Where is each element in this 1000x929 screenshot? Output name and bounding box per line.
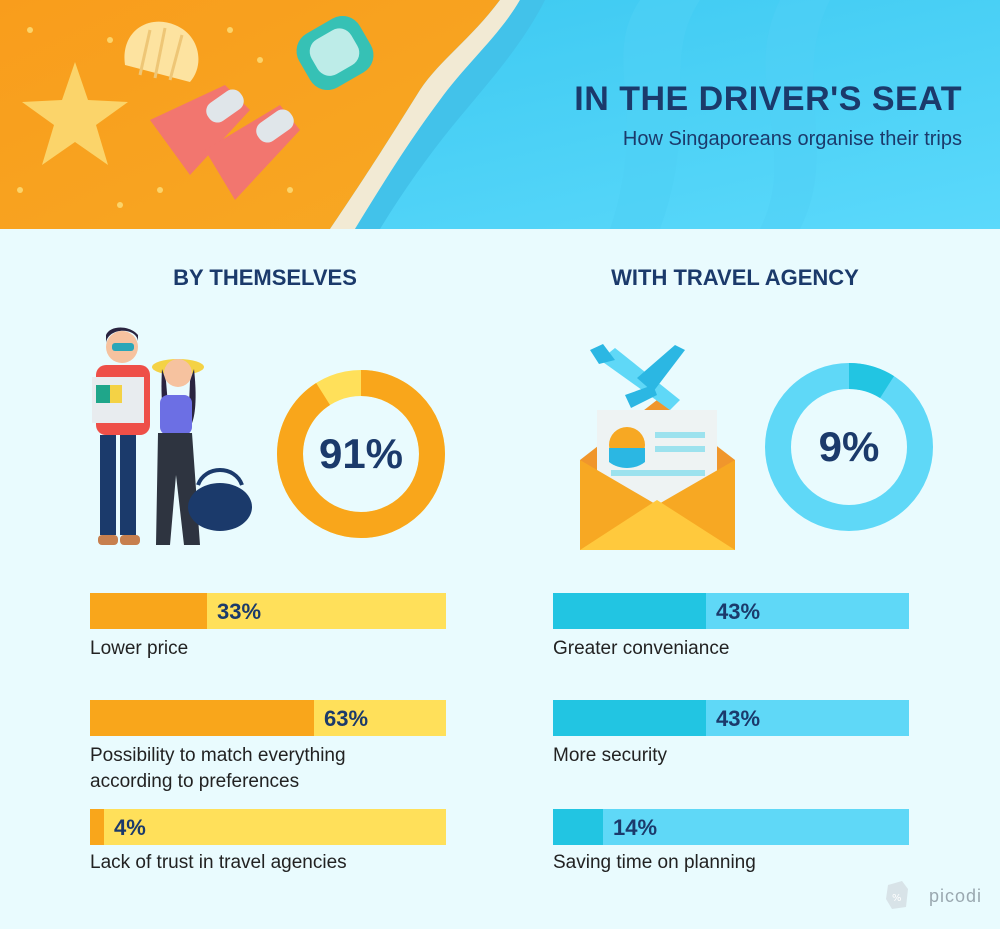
brand-name: picodi xyxy=(928,886,982,906)
bar-fill xyxy=(553,593,706,629)
header-banner: IN THE DRIVER'S SEAT How Singaporeans or… xyxy=(0,0,1000,229)
bar-fill xyxy=(90,809,104,845)
donut-label-themselves: 91% xyxy=(318,430,404,477)
bar-value: 43% xyxy=(716,599,761,624)
donut-themselves xyxy=(277,370,445,538)
bar-greater-convenience: 43% xyxy=(553,593,909,629)
section-title-themselves: BY THEMSELVES xyxy=(173,265,357,290)
airplane-envelope-icon xyxy=(580,344,735,550)
bar-more-security: 43% xyxy=(553,700,909,736)
bar-fill xyxy=(553,809,603,845)
beach-illustration xyxy=(0,0,1000,229)
bar-fill xyxy=(90,593,207,629)
donut-label-agency: 9% xyxy=(818,423,880,470)
bar-match-preferences: 63% xyxy=(90,700,446,736)
bar-value: 14% xyxy=(613,815,658,840)
donut-agency xyxy=(765,363,933,531)
page-subtitle: How Singaporeans organise their trips xyxy=(622,128,962,150)
bar-saving-time: 14% xyxy=(553,809,909,845)
page-title: IN THE DRIVER'S SEAT xyxy=(574,80,962,118)
bar-value: 4% xyxy=(114,815,146,840)
bar-lack-of-trust: 4% xyxy=(90,809,446,845)
bar-value: 63% xyxy=(324,706,369,731)
bar-label: Lack of trust in travel agencies xyxy=(90,852,347,873)
bar-label: Greater conveniance xyxy=(553,638,730,659)
bar-fill xyxy=(90,700,314,736)
bar-value: 33% xyxy=(217,599,262,624)
section-title-agency: WITH TRAVEL AGENCY xyxy=(611,265,859,290)
svg-text:%: % xyxy=(892,893,902,904)
bar-label: Saving time on planning xyxy=(553,852,756,873)
couple-travelers-icon xyxy=(92,327,252,545)
bar-lower-price: 33% xyxy=(90,593,446,629)
donut-agency-value-slice xyxy=(765,363,933,531)
bar-value: 43% xyxy=(716,706,761,731)
bar-label: More security xyxy=(553,745,668,766)
bar-label: Possibility to match everything accordin… xyxy=(90,745,346,792)
bar-fill xyxy=(553,700,706,736)
donut-themselves-value-slice xyxy=(277,370,445,538)
bar-label: Lower price xyxy=(90,638,189,659)
picodi-logo-icon: % xyxy=(886,881,908,909)
